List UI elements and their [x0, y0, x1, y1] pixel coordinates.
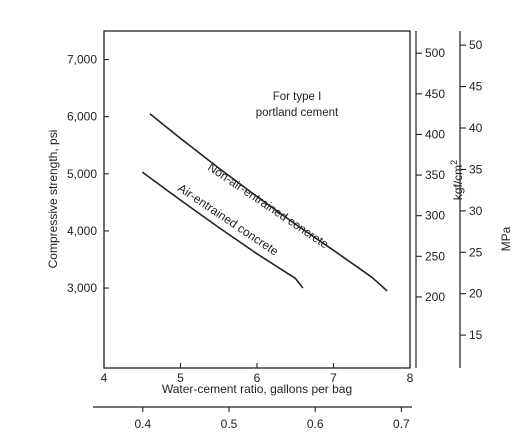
mpa-tick-label: 40: [469, 121, 483, 135]
x-tick-label: 4: [101, 371, 108, 385]
mpa-axis-ticks: 15 20 25 30 35 40 45 50: [460, 38, 483, 342]
y-tick-label: 4,000: [67, 224, 97, 238]
ratio-tick-label: 0.7: [393, 417, 410, 431]
annotation-line-1: For type I: [273, 91, 322, 103]
ratio-tick-label: 0.4: [134, 417, 151, 431]
annotation-line-2: portland cement: [256, 107, 339, 119]
kgf-tick-label: 350: [425, 168, 445, 182]
kgf-tick-label: 500: [425, 46, 445, 60]
kgf-tick-label: 250: [425, 249, 445, 263]
mpa-tick-label: 20: [469, 287, 483, 301]
kgf-axis-title: kgf/cm2: [449, 160, 465, 200]
mpa-tick-label: 45: [469, 80, 483, 94]
x-tick-label: 5: [177, 371, 184, 385]
mpa-axis-title: MPa: [499, 226, 513, 251]
x-tick-label: 8: [407, 371, 414, 385]
x-axis-ticks: 4 5 6 7 8: [101, 363, 414, 385]
kgf-tick-label: 450: [425, 87, 445, 101]
y-axis-ticks: 3,000 4,000 5,000 6,000 7,000: [67, 53, 109, 295]
y-axis-title: Compressive strength, psi: [46, 130, 60, 269]
ratio-tick-label: 0.5: [221, 417, 238, 431]
x-tick-label: 7: [330, 371, 337, 385]
mpa-tick-label: 35: [469, 162, 483, 176]
kgf-unit-text: kgf/cm: [451, 165, 465, 200]
x-tick-label: 6: [254, 371, 261, 385]
mpa-tick-label: 50: [469, 38, 483, 52]
y-tick-label: 6,000: [67, 110, 97, 124]
air-entrained-curve: [141, 171, 304, 289]
kgf-tick-label: 400: [425, 127, 445, 141]
ratio-axis-ticks: 0.4 0.5 0.6 0.7: [134, 407, 410, 431]
mpa-tick-label: 15: [469, 328, 483, 342]
mpa-tick-label: 30: [469, 204, 483, 218]
series-layer: [141, 113, 388, 292]
non-air-entrained-curve: [149, 113, 388, 292]
kgf-tick-label: 200: [425, 290, 445, 304]
kgf-axis-ticks: 200 250 300 350 400 450 500: [416, 46, 445, 304]
y-tick-label: 5,000: [67, 167, 97, 181]
y-tick-label: 3,000: [67, 281, 97, 295]
kgf-tick-label: 300: [425, 209, 445, 223]
kgf-unit-sup: 2: [449, 160, 459, 165]
label-air-entrained: Air-entrained concrete: [175, 181, 281, 259]
mpa-tick-label: 25: [469, 245, 483, 259]
y-tick-label: 7,000: [67, 53, 97, 67]
ratio-tick-label: 0.6: [307, 417, 324, 431]
x-axis-title: Water-cement ratio, gallons per bag: [162, 382, 352, 396]
